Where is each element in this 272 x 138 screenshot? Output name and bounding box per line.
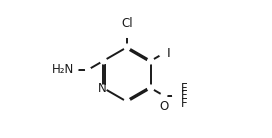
Text: N: N xyxy=(97,82,106,95)
Circle shape xyxy=(123,30,131,37)
Text: F: F xyxy=(180,97,187,110)
Circle shape xyxy=(100,85,106,91)
Circle shape xyxy=(173,92,180,99)
Text: H₂N: H₂N xyxy=(51,63,74,76)
Circle shape xyxy=(124,44,130,50)
Circle shape xyxy=(86,67,91,72)
Text: F: F xyxy=(180,89,187,102)
Circle shape xyxy=(148,58,154,64)
Circle shape xyxy=(71,66,78,73)
Circle shape xyxy=(100,58,106,64)
Circle shape xyxy=(148,85,154,91)
Circle shape xyxy=(124,99,130,105)
Text: Cl: Cl xyxy=(121,17,133,30)
Circle shape xyxy=(160,51,166,57)
Text: I: I xyxy=(167,47,171,60)
Circle shape xyxy=(161,93,167,99)
Text: O: O xyxy=(159,100,169,113)
Text: F: F xyxy=(180,82,187,95)
